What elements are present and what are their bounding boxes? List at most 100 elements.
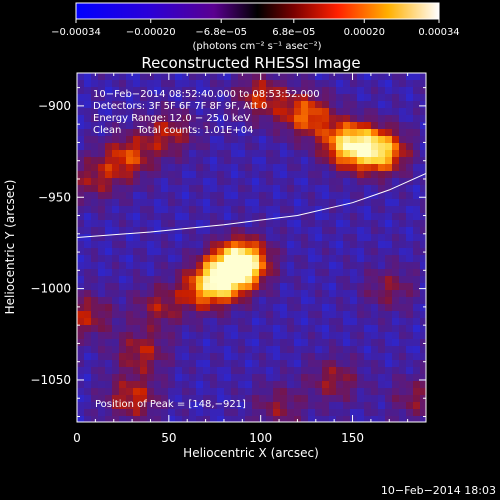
heatmap-cell	[357, 185, 365, 193]
heatmap-cell	[105, 73, 113, 81]
heatmap-cell	[252, 150, 260, 158]
solar-limb-curve	[77, 173, 426, 238]
heatmap-cell	[203, 416, 211, 422]
heatmap-cell	[231, 332, 239, 340]
heatmap-cell	[308, 290, 316, 298]
heatmap-cell	[119, 80, 127, 88]
heatmap-cell	[273, 367, 281, 375]
heatmap-cell	[259, 150, 267, 158]
heatmap-cell	[84, 178, 92, 186]
heatmap-cell	[259, 395, 267, 403]
heatmap-cell	[371, 269, 379, 277]
heatmap-cell	[203, 304, 211, 312]
heatmap-cell	[217, 381, 225, 389]
heatmap-cell	[406, 164, 414, 172]
heatmap-cell	[350, 178, 358, 186]
heatmap-cell	[126, 122, 134, 130]
heatmap-cell	[147, 157, 155, 165]
heatmap-cell	[175, 374, 183, 382]
heatmap-cell	[371, 325, 379, 333]
heatmap-cell	[140, 360, 148, 368]
heatmap-cell	[280, 374, 288, 382]
heatmap-cell	[196, 339, 204, 347]
heatmap-cell	[154, 339, 162, 347]
heatmap-cell	[231, 80, 239, 88]
heatmap-cell	[378, 185, 386, 193]
heatmap-cell	[161, 311, 169, 319]
heatmap-cell	[385, 192, 393, 200]
heatmap-cell	[119, 311, 127, 319]
heatmap-cell	[371, 178, 379, 186]
heatmap-cell	[238, 94, 246, 102]
heatmap-cell	[315, 318, 323, 326]
heatmap-cell	[322, 234, 330, 242]
heatmap-cell	[182, 262, 190, 270]
heatmap-cell	[336, 360, 344, 368]
heatmap-cell	[315, 136, 323, 144]
heatmap-cell	[168, 332, 176, 340]
heatmap-cell	[350, 87, 358, 95]
heatmap-cell	[238, 80, 246, 88]
heatmap-cell	[301, 164, 309, 172]
heatmap-cell	[336, 409, 344, 417]
heatmap-cell	[175, 87, 183, 95]
heatmap-cell	[203, 325, 211, 333]
heatmap-cell	[350, 185, 358, 193]
heatmap-cell	[161, 332, 169, 340]
heatmap-cell	[413, 360, 421, 368]
heatmap-cell	[273, 255, 281, 263]
heatmap-cell	[126, 255, 134, 263]
heatmap-cell	[322, 276, 330, 284]
heatmap-cell	[98, 241, 106, 249]
heatmap-cell	[210, 262, 218, 270]
heatmap-cell	[217, 304, 225, 312]
heatmap-cell	[322, 185, 330, 193]
heatmap-cell	[294, 325, 302, 333]
heatmap-cell	[245, 276, 253, 284]
heatmap-cell	[210, 283, 218, 291]
heatmap-cell	[294, 73, 302, 81]
heatmap-cell	[287, 290, 295, 298]
heatmap-cell	[329, 269, 337, 277]
heatmap-cell	[147, 115, 155, 123]
heatmap-cell	[343, 171, 351, 179]
heatmap-cell	[231, 290, 239, 298]
heatmap-cell	[406, 101, 414, 109]
heatmap-cell	[238, 360, 246, 368]
heatmap-cell	[126, 185, 134, 193]
heatmap-cell	[196, 332, 204, 340]
heatmap-cell	[273, 80, 281, 88]
heatmap-cell	[357, 241, 365, 249]
heatmap-cell	[245, 395, 253, 403]
heatmap-cell	[245, 199, 253, 207]
heatmap-cell	[175, 241, 183, 249]
heatmap-cell	[413, 206, 421, 214]
heatmap-cell	[329, 206, 337, 214]
heatmap-cell	[259, 94, 267, 102]
heatmap-cell	[399, 332, 407, 340]
heatmap-cell	[98, 290, 106, 298]
heatmap-cell	[224, 157, 232, 165]
heatmap-cell	[371, 353, 379, 361]
heatmap-cell	[322, 332, 330, 340]
heatmap-cell	[119, 290, 127, 298]
heatmap-cell	[112, 283, 120, 291]
heatmap-cell	[301, 220, 309, 228]
heatmap-cell	[182, 353, 190, 361]
heatmap-cell	[413, 73, 421, 81]
heatmap-cell	[217, 213, 225, 221]
heatmap-cell	[350, 80, 358, 88]
heatmap-cell	[273, 262, 281, 270]
heatmap-cell	[406, 339, 414, 347]
heatmap-cell	[385, 409, 393, 417]
heatmap-cell	[217, 325, 225, 333]
heatmap-cell	[350, 150, 358, 158]
heatmap-cell	[287, 297, 295, 305]
heatmap-cell	[273, 171, 281, 179]
heatmap-cell	[203, 409, 211, 417]
heatmap-cell	[336, 185, 344, 193]
heatmap-cell	[119, 318, 127, 326]
heatmap-cell	[161, 269, 169, 277]
heatmap-cell	[154, 311, 162, 319]
heatmap-cell	[77, 353, 85, 361]
